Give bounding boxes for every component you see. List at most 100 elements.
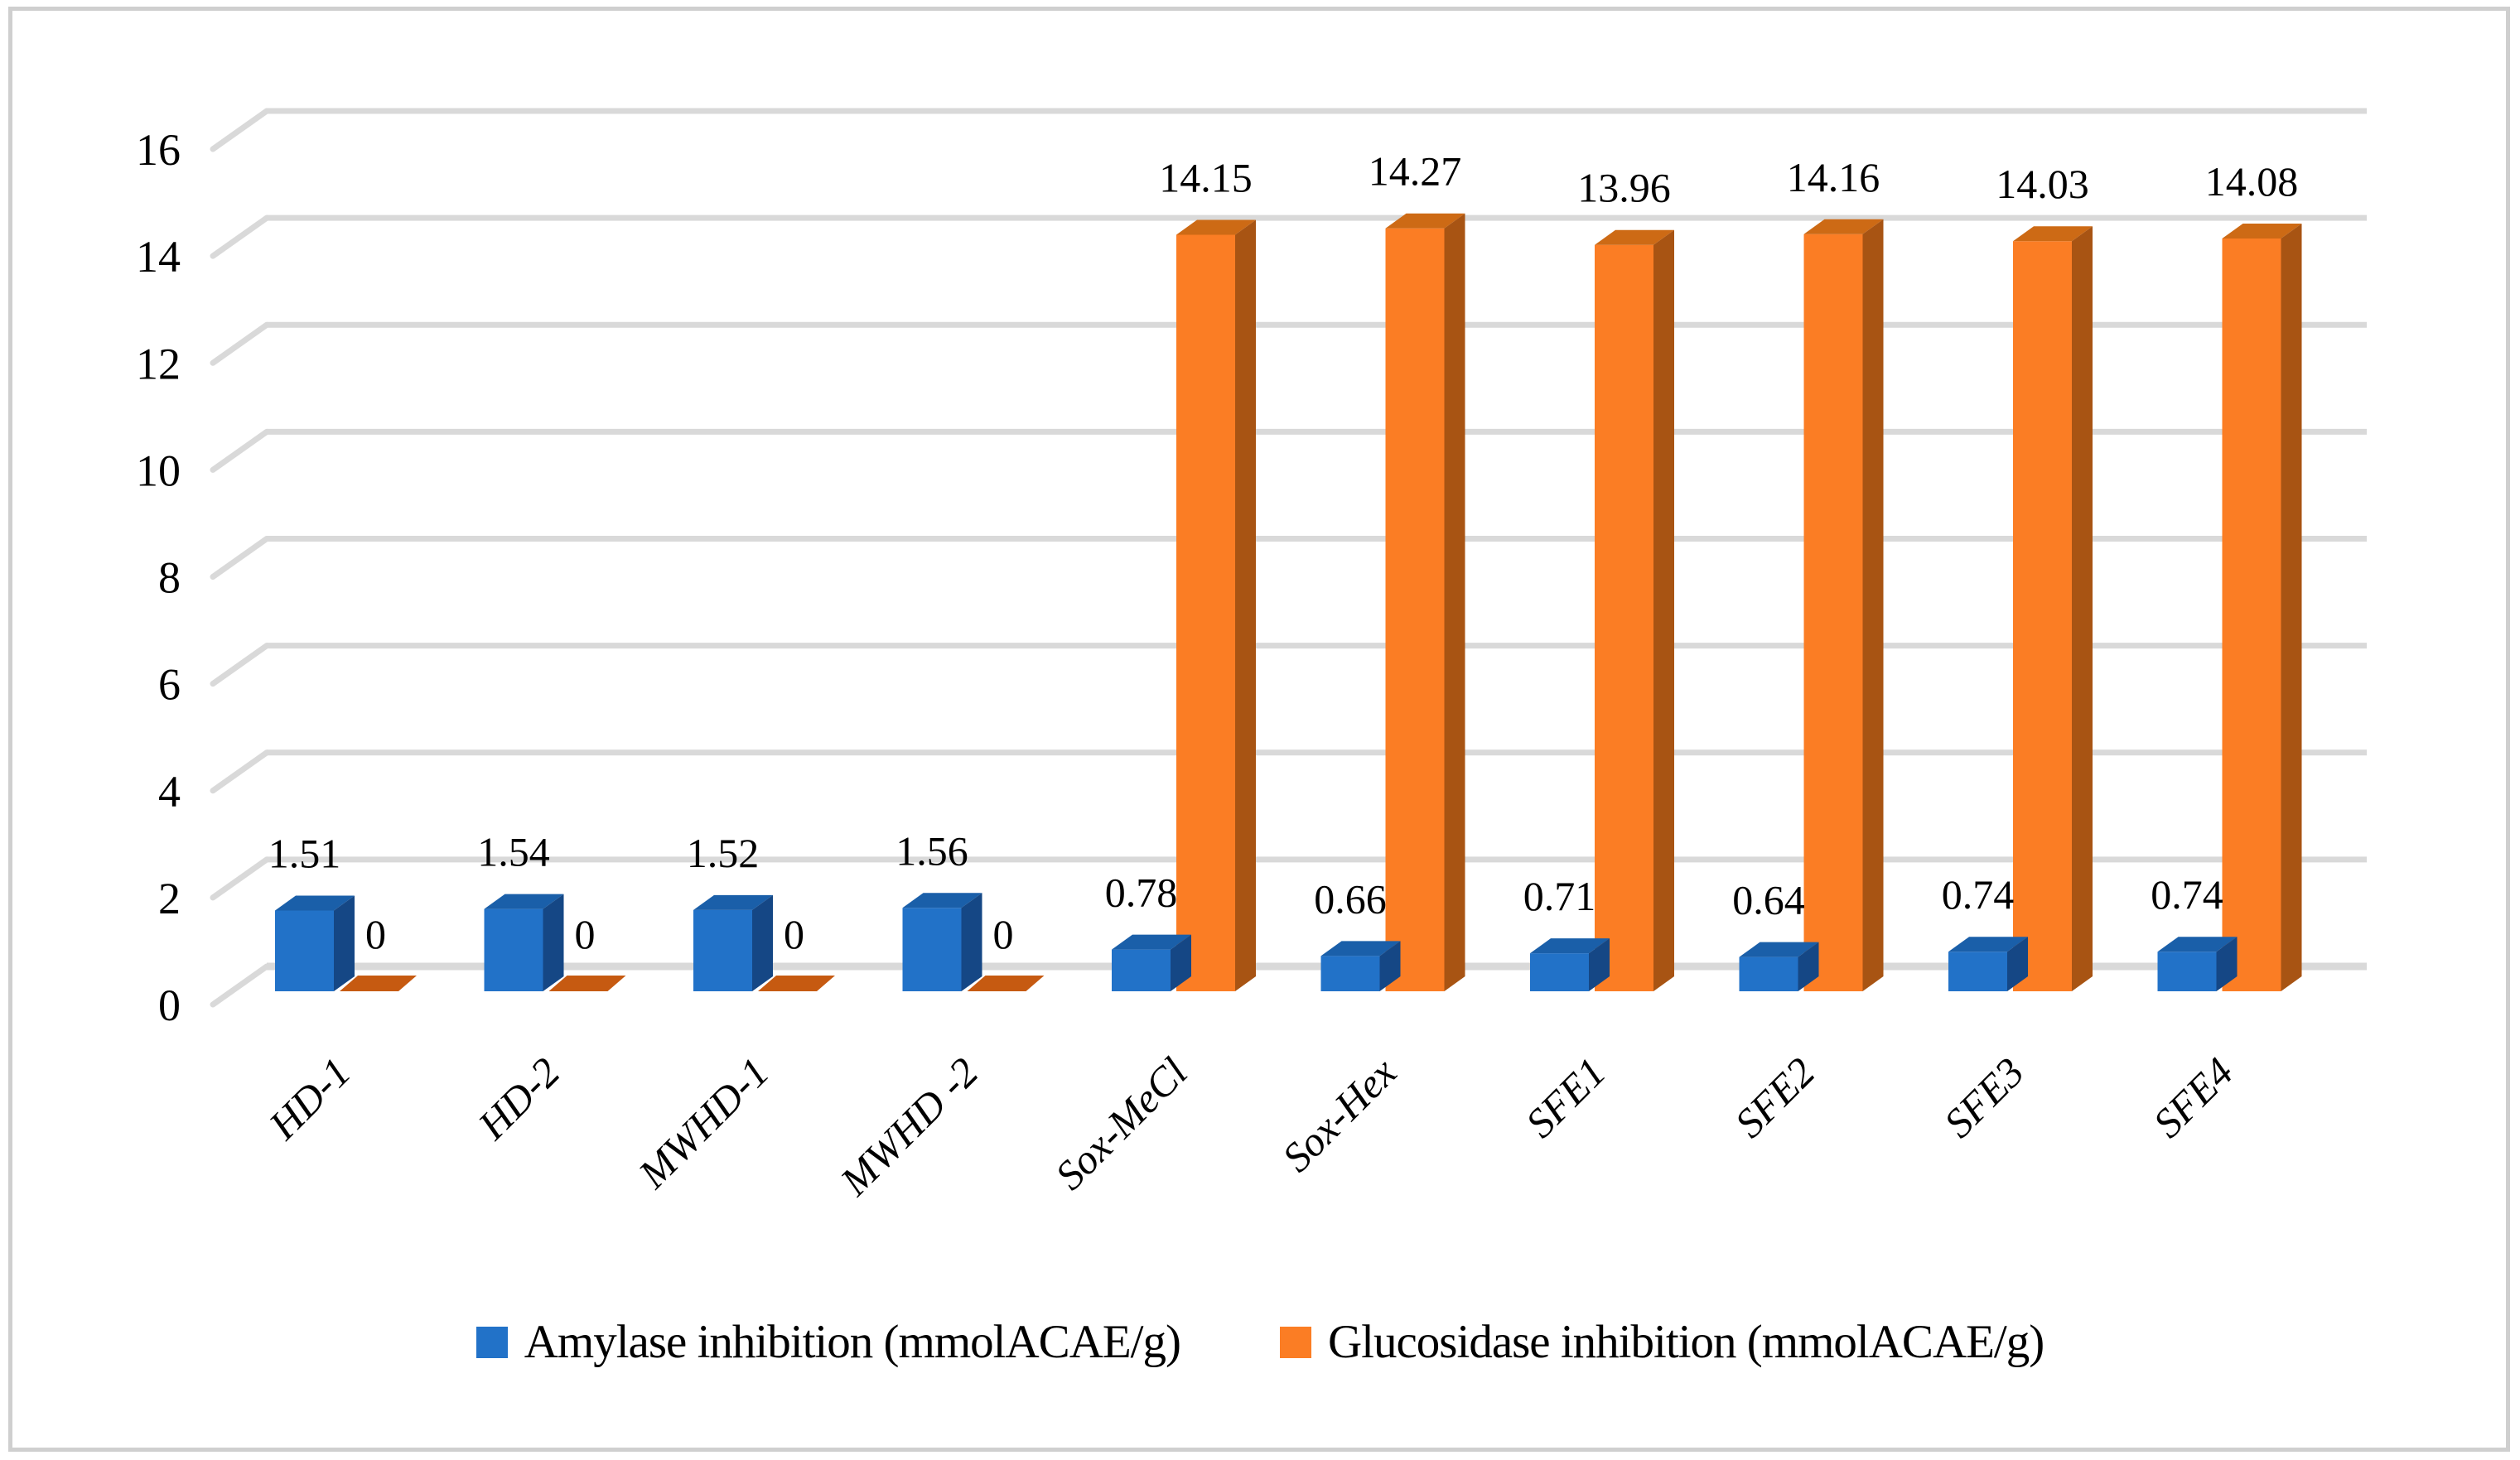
value-label-glucosidase: 14.03 xyxy=(1996,161,2089,207)
bar-glucosidase-SFE4-top xyxy=(2222,223,2302,239)
bar-amylase-SFE1-side xyxy=(1589,938,1610,991)
value-label-amylase: 1.51 xyxy=(268,831,341,877)
bar-amylase-HD-1-front xyxy=(275,910,334,991)
bar-amylase-Sox-MeCl-top xyxy=(1112,934,1191,950)
bar-amylase-MWHD -2-side xyxy=(961,893,982,991)
bar-amylase-SFE3-top xyxy=(1948,937,2028,952)
bar-glucosidase-SFE1-front xyxy=(1595,244,1653,991)
y-tick-label: 2 xyxy=(158,874,181,923)
bar-glucosidase-HD-1 xyxy=(340,976,417,991)
legend-swatch-icon xyxy=(1280,1326,1311,1358)
value-label-glucosidase: 0 xyxy=(993,911,1014,957)
bar-amylase-HD-2-front xyxy=(484,908,543,991)
value-label-amylase: 1.54 xyxy=(477,829,550,875)
x-category-label: SFE3 xyxy=(1935,1048,2033,1146)
y-tick-label: 16 xyxy=(136,125,181,175)
value-label-amylase: 1.56 xyxy=(896,827,968,874)
bar-glucosidase-SFE2-side xyxy=(1862,219,1884,991)
chart-border-frame xyxy=(8,7,2510,1452)
bar-glucosidase-SFE3-front xyxy=(2013,241,2072,991)
value-label-glucosidase: 13.96 xyxy=(1577,165,1671,211)
bar-glucosidase-HD-2 xyxy=(548,976,626,991)
legend-label: Glucosidase inhibition (mmolACAE/g) xyxy=(1328,1316,2044,1368)
gridline-whisker xyxy=(210,856,270,901)
gridline-whisker xyxy=(210,108,270,152)
bar-amylase-Sox-Hex-side xyxy=(1379,941,1401,991)
bar-amylase-SFE2-front xyxy=(1739,956,1798,991)
bar-amylase-MWHD -2-front xyxy=(902,908,962,991)
bar-glucosidase-Sox-Hex-top xyxy=(1385,213,1465,229)
gridline-whisker xyxy=(210,536,270,580)
bar-glucosidase-SFE1-side xyxy=(1653,229,1674,991)
x-category-label: SFE4 xyxy=(2144,1048,2242,1146)
value-label-amylase: 0.74 xyxy=(2151,871,2223,918)
value-label-glucosidase: 0 xyxy=(575,911,596,957)
bar-amylase-SFE4-front xyxy=(2157,952,2217,991)
bar-amylase-HD-2-top xyxy=(484,894,564,909)
bar-amylase-SFE1-front xyxy=(1530,953,1589,991)
bar-amylase-Sox-Hex-front xyxy=(1320,956,1380,991)
legend-label: Amylase inhibition (mmolACAE/g) xyxy=(524,1316,1181,1368)
value-label-amylase: 0.71 xyxy=(1523,873,1596,919)
y-tick-label: 6 xyxy=(158,660,181,710)
gridline-whisker xyxy=(210,321,270,366)
gridline-whisker xyxy=(210,214,270,259)
bar-glucosidase-SFE4-front xyxy=(2222,238,2281,992)
value-label-glucosidase: 0 xyxy=(784,911,804,957)
bar-amylase-SFE1-top xyxy=(1530,938,1610,954)
value-label-amylase: 0.64 xyxy=(1732,877,1805,923)
bar-glucosidase-SFE4-side xyxy=(2281,223,2302,992)
bar-amylase-SFE4-side xyxy=(2216,937,2238,991)
y-tick-label: 10 xyxy=(136,446,181,495)
bar-glucosidase-Sox-MeCl-top xyxy=(1176,219,1256,235)
bar-glucosidase-SFE3-side xyxy=(2072,226,2093,991)
y-tick-label: 14 xyxy=(136,232,181,282)
x-category-label: MWHD -2 xyxy=(831,1048,987,1205)
bar-amylase-Sox-MeCl-front xyxy=(1112,949,1171,991)
bar-amylase-SFE4-top xyxy=(2157,937,2238,952)
bar-glucosidase-SFE2-front xyxy=(1803,234,1863,991)
bar-amylase-SFE3-front xyxy=(1948,952,2007,991)
bar-amylase-SFE2-top xyxy=(1739,942,1819,957)
value-label-amylase: 0.78 xyxy=(1105,870,1178,916)
bar-glucosidase-Sox-MeCl-front xyxy=(1176,234,1235,991)
bar-glucosidase-SFE2-top xyxy=(1803,219,1884,234)
value-label-amylase: 1.52 xyxy=(687,830,760,876)
legend-swatch-icon xyxy=(476,1326,508,1358)
value-label-glucosidase: 14.08 xyxy=(2205,158,2299,205)
value-label-glucosidase: 14.16 xyxy=(1787,154,1880,200)
y-tick-label: 4 xyxy=(158,767,181,817)
value-label-amylase: 0.74 xyxy=(1942,871,2015,918)
bar-glucosidase-Sox-Hex-side xyxy=(1444,213,1465,991)
bar-amylase-Sox-Hex-top xyxy=(1320,941,1401,956)
x-category-label: MWHD-1 xyxy=(629,1048,778,1197)
legend-item-amylase: Amylase inhibition (mmolACAE/g) xyxy=(476,1315,1181,1369)
gridline-whisker xyxy=(210,963,270,1008)
legend-item-glucosidase: Glucosidase inhibition (mmolACAE/g) xyxy=(1280,1315,2044,1369)
x-category-label: HD-1 xyxy=(259,1048,360,1149)
bar-amylase-MWHD-1-front xyxy=(693,909,752,991)
bar-glucosidase-SFE1-top xyxy=(1595,229,1674,245)
x-category-label: SFE1 xyxy=(1517,1048,1615,1146)
bar-amylase-MWHD -2-top xyxy=(902,893,982,908)
value-label-glucosidase: 0 xyxy=(365,911,386,957)
gridline-whisker xyxy=(210,643,270,687)
gridline-whisker xyxy=(210,749,270,794)
bar-glucosidase-SFE3-top xyxy=(2013,226,2093,242)
x-category-label: HD-2 xyxy=(468,1048,568,1149)
bar-amylase-MWHD-1-side xyxy=(752,894,773,991)
bar-amylase-HD-2-side xyxy=(543,894,564,991)
bar-amylase-HD-1-side xyxy=(334,895,355,991)
bar-glucosidase-Sox-Hex-front xyxy=(1385,228,1445,991)
y-tick-label: 0 xyxy=(158,981,181,1030)
bar-amylase-SFE3-side xyxy=(2007,937,2028,991)
value-label-glucosidase: 14.27 xyxy=(1369,148,1462,195)
bar-glucosidase-MWHD-1 xyxy=(758,976,835,991)
y-tick-label: 8 xyxy=(158,553,181,603)
x-category-label: Sox-Hex xyxy=(1273,1048,1405,1180)
gridline-whisker xyxy=(210,428,270,473)
bar-glucosidase-MWHD -2 xyxy=(967,976,1045,991)
bar-amylase-SFE2-side xyxy=(1798,942,1819,991)
